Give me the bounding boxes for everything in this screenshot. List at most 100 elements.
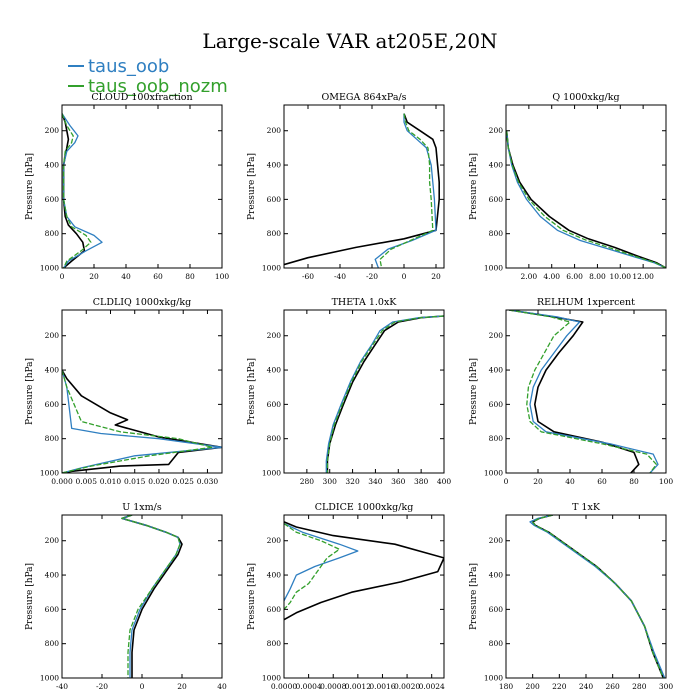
x-tick-label: 80	[185, 272, 195, 281]
y-tick-label: 600	[45, 195, 60, 204]
y-axis-label: Pressure [hPa]	[25, 358, 35, 425]
x-tick-label: 260	[606, 682, 621, 691]
y-tick-label: 600	[489, 400, 504, 409]
panel-7: CLDICE 1000xkg/kg Pressure [hPa] 200 400 600…	[247, 502, 445, 691]
series-line-2	[506, 130, 666, 268]
y-tick-label: 200	[45, 536, 60, 545]
x-tick-label: 20	[533, 477, 543, 486]
series-line-2	[509, 310, 658, 473]
y-tick-label: 800	[45, 639, 60, 648]
y-tick-label: 400	[45, 366, 60, 375]
plot-frame	[283, 104, 445, 269]
x-tick-label: 60	[153, 272, 163, 281]
x-tick-label: -40	[334, 272, 346, 281]
series-line-1	[62, 369, 222, 473]
panel-2: Q 1000xkg/kg Pressure [hPa] 200 400 600 800 10…	[469, 92, 667, 281]
x-tick-label: 0.000	[51, 477, 73, 486]
y-tick-label: 200	[267, 331, 282, 340]
x-tick-label: 180	[499, 682, 514, 691]
y-tick-label: 200	[489, 331, 504, 340]
plot-frame	[61, 104, 223, 269]
y-tick-label: 1000	[484, 264, 503, 273]
legend-label-taus-oob-nozm: taus_oob_nozm	[88, 76, 228, 97]
x-tick-label: 0.010	[100, 477, 122, 486]
panel-title: CLDLIQ 1000xkg/kg	[93, 297, 191, 308]
series-line-1	[325, 315, 444, 473]
panel-title: CLOUD 100xfraction	[91, 92, 192, 103]
x-tick-label: 380	[414, 477, 429, 486]
series-line-1	[509, 310, 659, 473]
y-tick-label: 400	[489, 366, 504, 375]
x-tick-label: 220	[552, 682, 567, 691]
y-axis-label: Pressure [hPa]	[247, 563, 257, 630]
y-tick-label: 800	[489, 639, 504, 648]
y-tick-label: 1000	[40, 264, 59, 273]
series-line-0	[531, 515, 665, 678]
y-tick-label: 600	[267, 400, 282, 409]
x-tick-label: 0.015	[124, 477, 146, 486]
panel-title: RELHUM 1xpercent	[537, 297, 635, 308]
x-tick-label: 10.00	[610, 272, 632, 281]
y-tick-label: 600	[489, 605, 504, 614]
y-tick-label: 1000	[40, 469, 59, 478]
y-tick-label: 400	[267, 366, 282, 375]
series-line-0	[509, 310, 640, 473]
x-tick-label: -20	[96, 682, 108, 691]
x-tick-label: 80	[629, 477, 639, 486]
x-tick-label: 40	[217, 682, 227, 691]
x-tick-label: 0	[140, 682, 145, 691]
plot-frame	[61, 514, 223, 679]
y-axis-label: Pressure [hPa]	[25, 153, 35, 220]
legend: taus_oob taus_oob_nozm	[68, 56, 228, 97]
y-tick-label: 800	[45, 434, 60, 443]
x-tick-label: 0.0024	[419, 682, 445, 691]
y-tick-label: 600	[267, 195, 282, 204]
x-tick-label: 20	[177, 682, 187, 691]
x-tick-label: -20	[366, 272, 378, 281]
y-tick-label: 400	[267, 571, 282, 580]
y-tick-label: 800	[489, 434, 504, 443]
y-tick-label: 800	[267, 434, 282, 443]
x-tick-label: 40	[121, 272, 131, 281]
x-tick-label: 8.00	[589, 272, 606, 281]
figure-title: Large-scale VAR at205E,20N	[202, 29, 497, 53]
x-tick-label: 100	[659, 477, 674, 486]
y-tick-label: 200	[267, 126, 282, 135]
series-line-2	[62, 113, 92, 268]
x-tick-label: 0.0000	[271, 682, 297, 691]
x-tick-label: 0	[402, 272, 407, 281]
y-tick-label: 400	[489, 571, 504, 580]
y-axis-label: Pressure [hPa]	[469, 563, 479, 630]
x-tick-label: 6.00	[566, 272, 583, 281]
y-tick-label: 800	[45, 229, 60, 238]
x-tick-label: 0.0020	[394, 682, 420, 691]
y-tick-label: 400	[489, 161, 504, 170]
x-tick-label: 0	[504, 477, 509, 486]
x-tick-label: 0.005	[76, 477, 98, 486]
plot-frame	[61, 309, 223, 474]
x-tick-label: 0.0004	[295, 682, 321, 691]
series-line-2	[62, 369, 213, 473]
series-line-2	[121, 515, 181, 678]
y-tick-label: 200	[489, 126, 504, 135]
series-line-0	[284, 113, 441, 266]
x-tick-label: -60	[302, 272, 314, 281]
series-line-2	[532, 515, 664, 678]
y-tick-label: 200	[489, 536, 504, 545]
x-tick-label: -40	[56, 682, 68, 691]
x-tick-label: 300	[323, 477, 338, 486]
series-line-2	[326, 315, 444, 473]
series-line-2	[284, 523, 341, 610]
x-tick-label: 0.0008	[320, 682, 346, 691]
legend-label-taus-oob: taus_oob	[88, 56, 169, 77]
y-axis-label: Pressure [hPa]	[469, 153, 479, 220]
x-tick-label: 20	[89, 272, 99, 281]
x-tick-label: 360	[391, 477, 406, 486]
